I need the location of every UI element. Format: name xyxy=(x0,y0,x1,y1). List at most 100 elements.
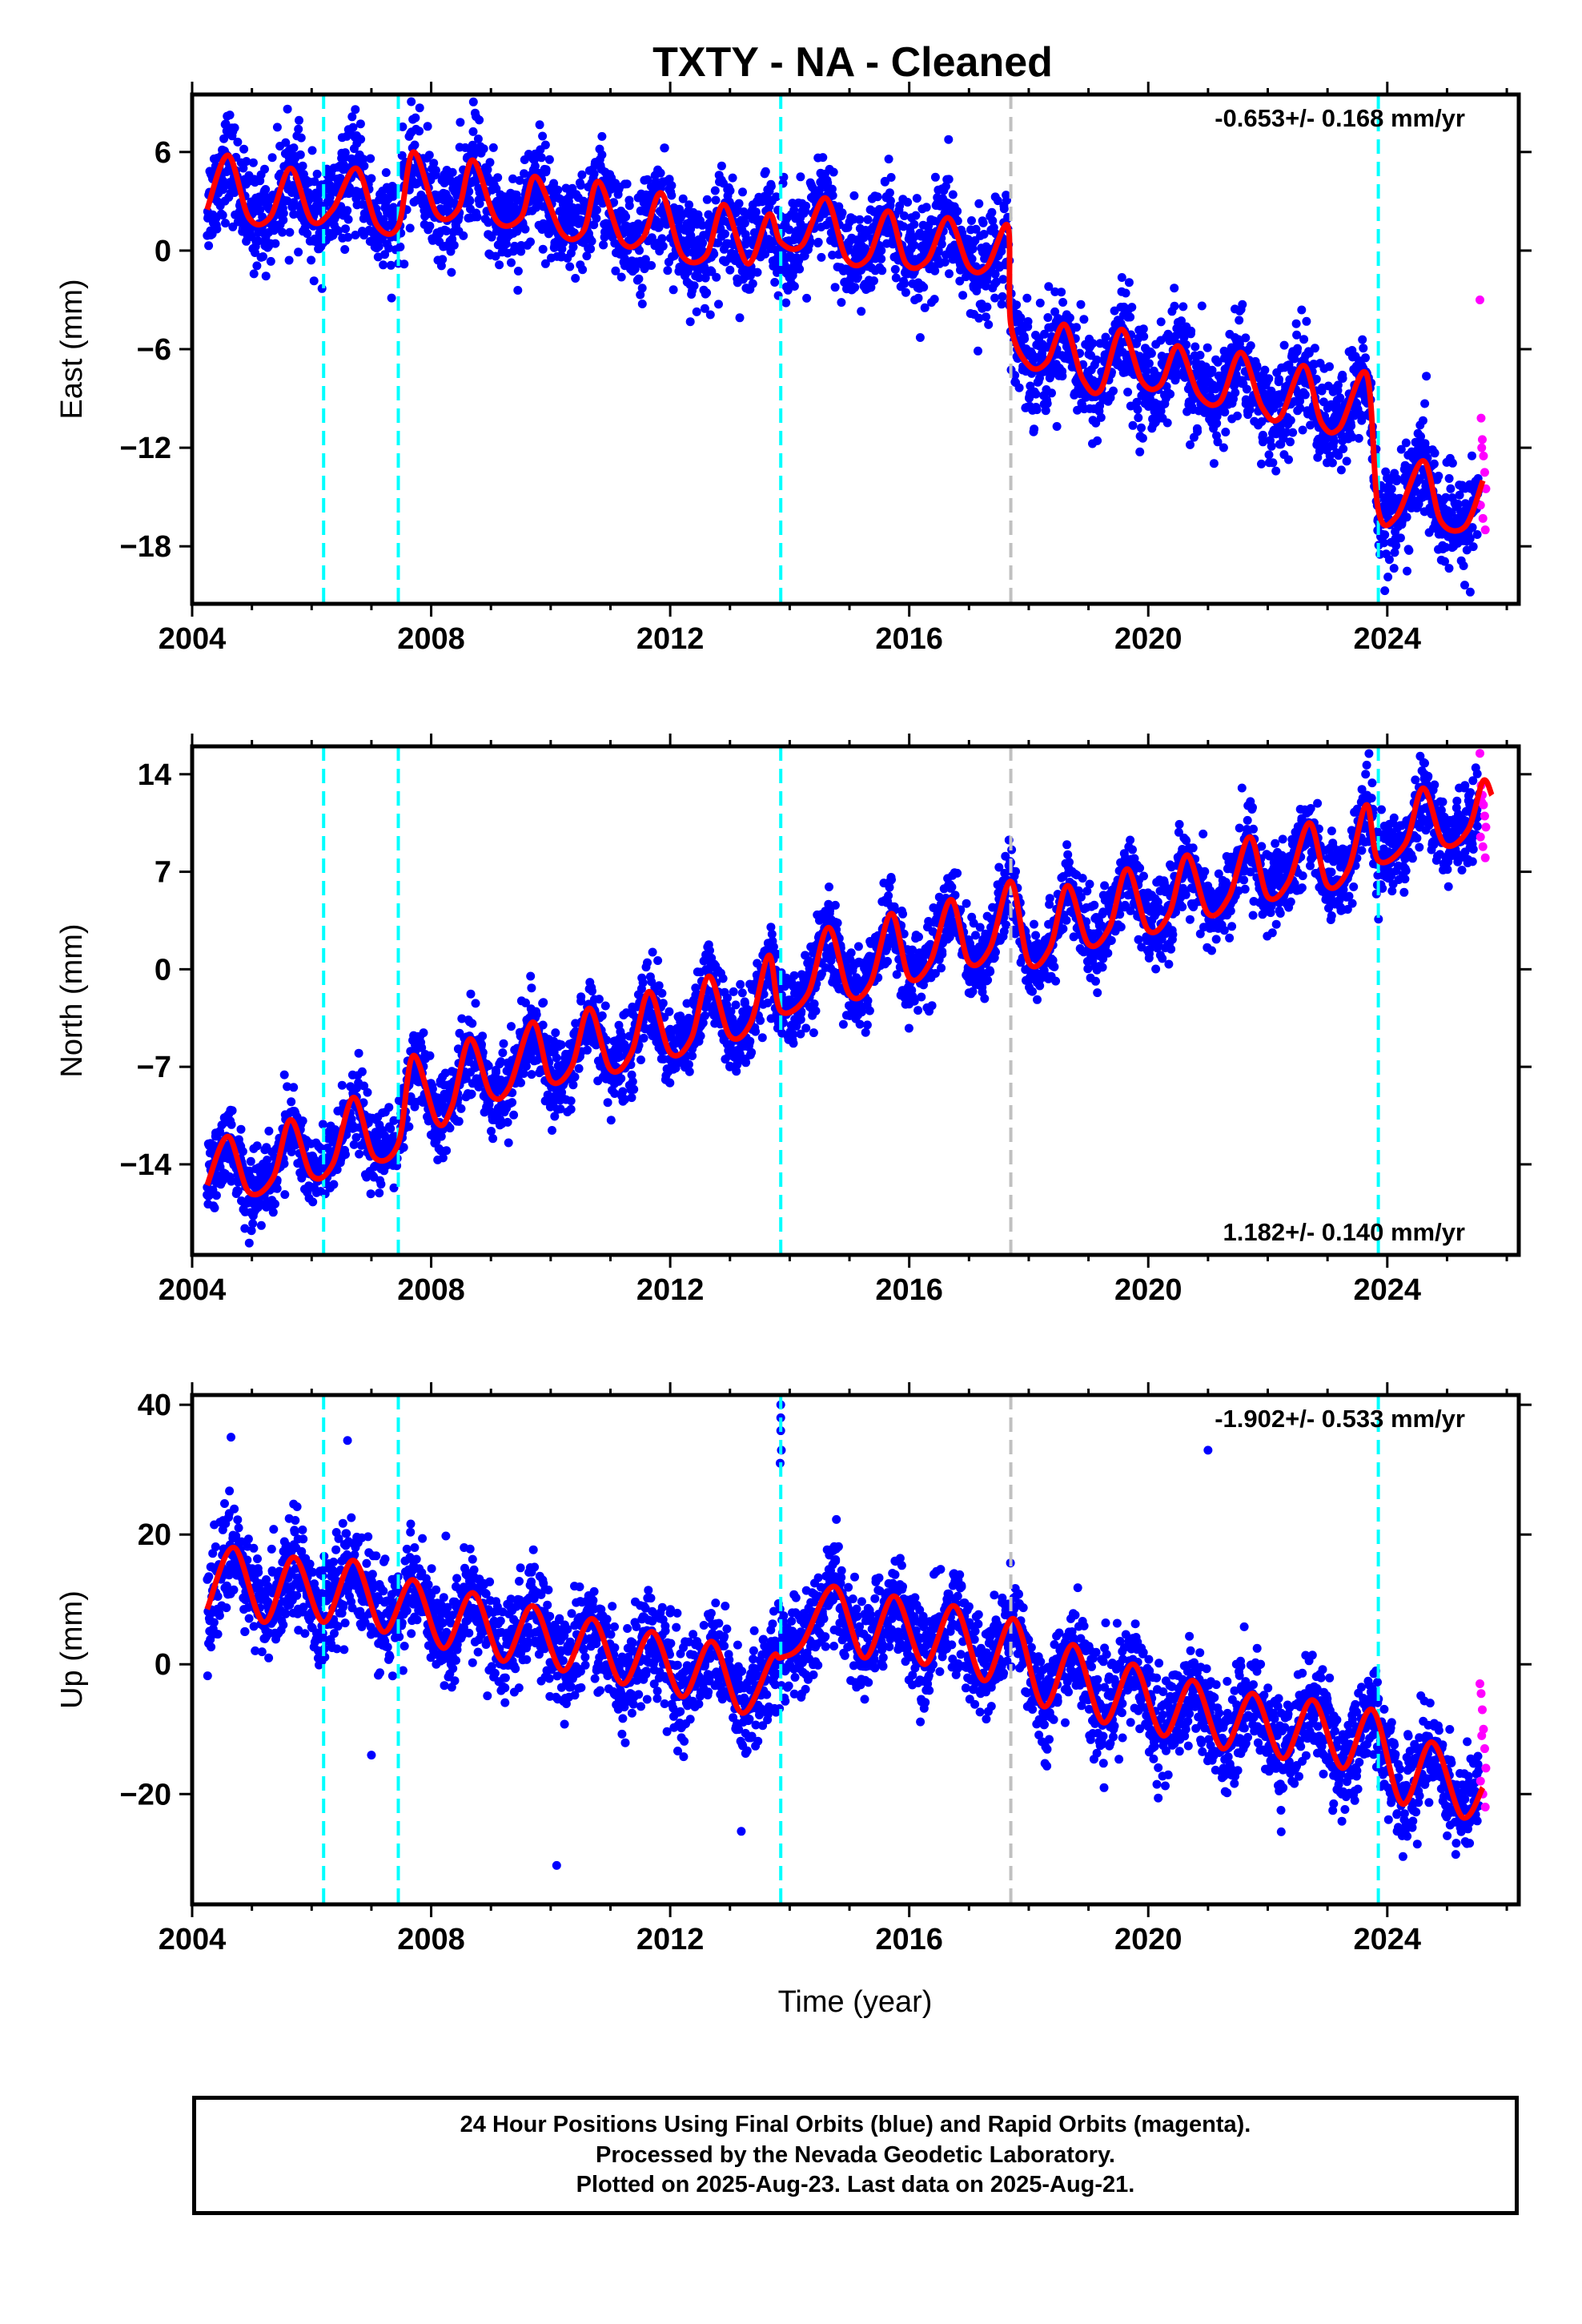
plot-frame xyxy=(190,92,1521,606)
final-orbit-point xyxy=(1076,300,1086,309)
final-orbit-point xyxy=(498,1048,508,1058)
final-orbit-point xyxy=(1259,437,1267,447)
final-orbit-point xyxy=(1096,412,1106,422)
final-orbit-point xyxy=(308,1197,318,1207)
final-orbit-point xyxy=(1014,383,1024,392)
final-orbit-point xyxy=(582,251,592,261)
final-orbit-point xyxy=(1411,487,1420,497)
x-tick-label: 2004 xyxy=(159,622,227,656)
final-orbit-point xyxy=(1179,333,1189,343)
final-orbit-point xyxy=(398,122,408,131)
final-orbit-point xyxy=(795,264,805,274)
final-orbit-point xyxy=(1245,405,1255,415)
final-orbit-point xyxy=(538,244,548,254)
final-orbit-point xyxy=(424,151,434,160)
final-orbit-point xyxy=(1299,335,1309,344)
rapid-orbit-point xyxy=(1480,468,1489,477)
final-orbit-point xyxy=(1465,587,1475,597)
final-orbit-point xyxy=(285,227,295,237)
final-orbit-point xyxy=(1109,386,1118,396)
final-orbit-point xyxy=(748,279,757,288)
final-orbit-point xyxy=(279,215,288,225)
final-orbit-point xyxy=(1459,561,1468,570)
final-orbit-point xyxy=(1010,371,1020,380)
final-orbit-point xyxy=(912,194,921,203)
final-orbit-point xyxy=(829,167,838,177)
final-orbit-point xyxy=(1354,433,1363,443)
final-orbit-point xyxy=(717,161,726,171)
final-orbit-point xyxy=(1334,451,1343,460)
final-orbit-point xyxy=(287,1147,296,1156)
final-orbit-point xyxy=(1342,456,1351,466)
final-orbit-point xyxy=(968,244,978,254)
final-orbit-point xyxy=(1193,427,1203,436)
final-orbit-point xyxy=(307,146,317,155)
final-orbit-point xyxy=(1358,335,1367,344)
final-orbit-point xyxy=(1288,428,1298,437)
final-orbit-point xyxy=(1012,300,1022,310)
final-orbit-point xyxy=(1302,316,1311,326)
final-orbit-point xyxy=(399,1143,408,1152)
final-orbit-point xyxy=(279,1070,289,1080)
final-orbit-point xyxy=(425,1051,435,1060)
final-orbit-point xyxy=(1042,399,1052,408)
final-orbit-point xyxy=(624,201,634,211)
final-orbit-point xyxy=(1389,564,1399,573)
final-orbit-point xyxy=(801,201,811,211)
final-orbit-point xyxy=(657,988,667,998)
final-orbit-point xyxy=(735,313,745,323)
final-orbit-point xyxy=(789,205,799,215)
final-orbit-point xyxy=(1220,408,1230,417)
final-orbit-point xyxy=(866,283,876,292)
final-orbit-point xyxy=(484,218,493,227)
final-orbit-point xyxy=(355,1149,364,1159)
final-orbit-point xyxy=(1380,586,1390,596)
final-orbit-point xyxy=(1472,530,1482,539)
final-orbit-point xyxy=(1203,343,1212,352)
final-orbit-point xyxy=(570,1072,580,1082)
final-orbit-point xyxy=(456,1104,466,1113)
final-orbit-point xyxy=(337,1080,347,1090)
final-orbit-point xyxy=(415,103,424,113)
final-orbit-point xyxy=(1447,458,1457,468)
final-orbit-point xyxy=(900,279,909,288)
final-orbit-point xyxy=(669,285,678,295)
final-orbit-point xyxy=(1142,366,1151,376)
final-orbit-point xyxy=(491,251,500,261)
final-orbit-point xyxy=(988,216,998,226)
final-orbit-point xyxy=(367,174,376,183)
final-orbit-point xyxy=(1088,339,1098,348)
final-orbit-point xyxy=(296,133,306,143)
final-orbit-point xyxy=(837,208,847,218)
final-orbit-point xyxy=(1403,566,1411,576)
final-orbit-point xyxy=(376,1180,386,1189)
final-orbit-point xyxy=(789,282,799,291)
final-orbit-point xyxy=(540,259,550,268)
final-orbit-point xyxy=(944,135,954,144)
final-orbit-point xyxy=(890,264,900,274)
final-orbit-point xyxy=(714,300,723,309)
final-orbit-point xyxy=(1246,341,1255,351)
final-orbit-point xyxy=(990,269,1000,279)
final-orbit-point xyxy=(448,167,457,177)
final-orbit-point xyxy=(475,115,484,125)
final-orbit-point xyxy=(1044,282,1054,292)
final-orbit-point xyxy=(643,958,652,967)
final-orbit-point xyxy=(919,283,929,292)
final-orbit-point xyxy=(343,206,352,215)
final-orbit-point xyxy=(658,241,668,251)
final-orbit-point xyxy=(351,231,360,239)
final-orbit-point xyxy=(454,1116,464,1126)
final-orbit-point xyxy=(1468,542,1478,552)
final-orbit-point xyxy=(1422,372,1431,381)
final-orbit-point xyxy=(548,1126,556,1135)
model-fit-line xyxy=(204,149,1486,534)
final-orbit-point xyxy=(618,1087,628,1096)
final-orbit-point xyxy=(307,255,316,265)
final-orbit-point xyxy=(240,1224,250,1233)
final-orbit-point xyxy=(516,1078,525,1088)
final-orbit-point xyxy=(294,247,303,257)
final-orbit-point xyxy=(373,252,383,262)
final-orbit-point xyxy=(813,237,823,247)
final-orbit-point xyxy=(366,1189,375,1199)
